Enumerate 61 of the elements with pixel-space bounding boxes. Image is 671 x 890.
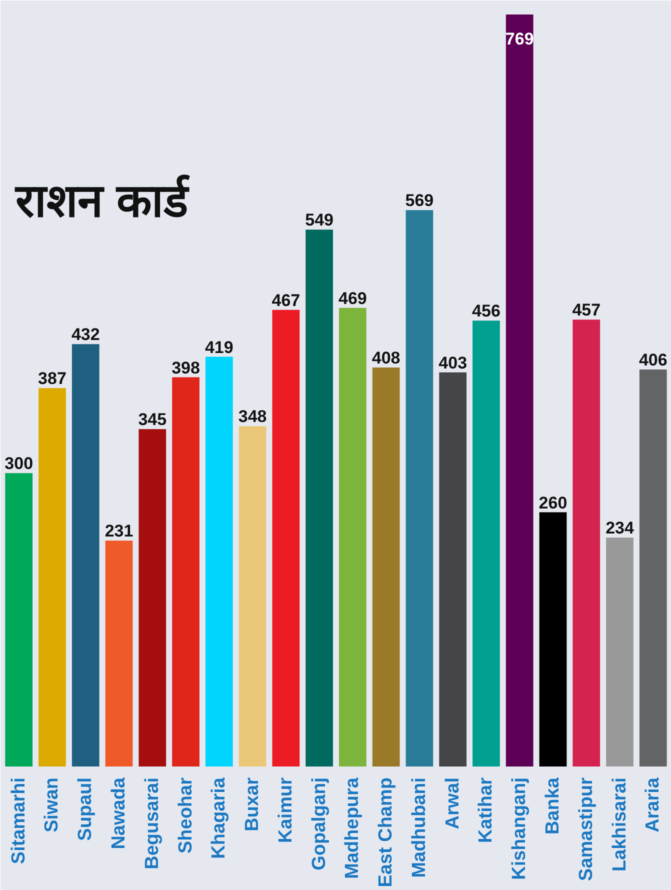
data-label: 345	[138, 410, 167, 430]
x-tick-label: East Champ	[376, 777, 397, 888]
data-label: 569	[405, 191, 434, 210]
x-tick-label: Kaimur	[275, 776, 296, 843]
bar	[238, 426, 266, 766]
x-tick-label: Madhepura	[342, 777, 364, 879]
bar	[105, 540, 133, 766]
data-label: 403	[438, 353, 468, 372]
bar	[406, 210, 434, 766]
x-tick-label: Sitamarhi	[8, 777, 30, 864]
data-label: 231	[104, 522, 134, 541]
data-label: 456	[472, 302, 500, 321]
x-tick-label: Araria	[642, 777, 664, 832]
data-label: 419	[204, 338, 234, 357]
data-label: 260	[538, 493, 568, 512]
data-label: 406	[638, 350, 668, 370]
bar	[506, 14, 534, 766]
bar	[639, 369, 667, 766]
x-tick-label: Kishanganj	[509, 777, 530, 880]
x-tick-label: Sheohar	[175, 776, 196, 854]
data-label: 300	[4, 454, 34, 474]
x-tick-label: Lakhisarai	[609, 778, 630, 872]
x-tick-label: Begusarai	[142, 778, 163, 870]
x-tick-label: Katihar	[476, 776, 497, 843]
data-label: 432	[71, 325, 100, 344]
x-tick-label: Buxar	[242, 776, 264, 832]
bar	[138, 429, 166, 766]
data-label: 469	[338, 288, 367, 308]
data-label: 234	[606, 518, 634, 538]
x-tick-label: Siwan	[42, 777, 63, 832]
x-tick-label: Banka	[542, 777, 564, 835]
bar	[439, 372, 467, 766]
bar	[172, 377, 200, 766]
x-tick-label: Gopalganj	[308, 777, 330, 870]
bar	[5, 473, 33, 766]
bar	[572, 320, 600, 766]
x-tick-label: Madhubani	[408, 777, 430, 878]
data-label: 387	[38, 369, 66, 388]
data-label: 467	[272, 290, 300, 310]
data-label: 769	[505, 30, 534, 49]
data-label: 398	[172, 358, 200, 378]
data-label: 408	[372, 348, 400, 368]
data-label: 549	[305, 210, 334, 230]
bar	[372, 368, 400, 766]
bar	[72, 344, 100, 766]
bar	[339, 308, 366, 766]
bar	[472, 320, 500, 766]
x-tick-label: Arwal	[442, 777, 464, 830]
bar	[272, 310, 300, 766]
data-label: 457	[572, 300, 601, 320]
x-tick-label: Khagaria	[208, 777, 230, 859]
text: राशन कार्ड	[14, 174, 190, 226]
bar	[539, 512, 567, 766]
bar	[38, 388, 66, 766]
bar	[306, 230, 333, 766]
x-tick-label: Supaul	[75, 777, 96, 841]
bar	[205, 356, 233, 766]
bar	[606, 538, 634, 766]
x-tick-label: Nawada	[108, 777, 130, 850]
x-tick-label: Samastipur	[576, 776, 597, 881]
data-label: 348	[238, 407, 267, 426]
